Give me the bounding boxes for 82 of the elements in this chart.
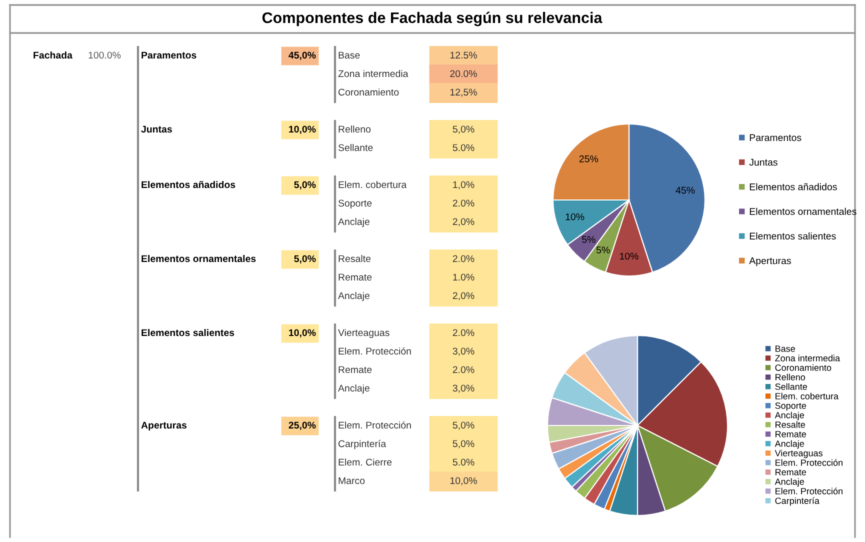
category-label: Anclaje xyxy=(338,218,370,228)
data-label: 5,0% xyxy=(294,255,316,264)
legend-label: Base xyxy=(776,346,795,352)
data-label: 10,0% xyxy=(450,477,477,486)
legend-label: Anclaje xyxy=(774,478,804,487)
data-label: 5,0% xyxy=(452,422,474,430)
category-label: Juntas xyxy=(141,126,172,133)
data-label: 5,0% xyxy=(294,181,316,190)
data-label: 2,0% xyxy=(452,292,474,300)
data-label: 5% xyxy=(582,236,596,243)
data-label: 45% xyxy=(676,186,695,194)
category-label: Zona intermedia xyxy=(338,70,408,78)
text: Componentes de Fachada según su relevancia xyxy=(262,12,602,26)
category-label: Coronamiento xyxy=(338,88,399,96)
legend-label: Elementos añadidos xyxy=(750,183,837,190)
category-label: Paramentos xyxy=(142,52,196,59)
category-label: Aperturas xyxy=(141,422,187,431)
legend-label: Anclaje xyxy=(774,440,804,449)
data-label: 5% xyxy=(596,246,610,254)
data-label: 5.0% xyxy=(452,458,474,466)
data-label: 2.0% xyxy=(452,200,474,207)
legend-label: Remate xyxy=(776,431,806,438)
data-label: 1.0% xyxy=(453,274,474,281)
legend-label: Coronamiento xyxy=(775,364,832,371)
category-label: Elem. cobertura xyxy=(338,180,407,188)
text: 100.0% xyxy=(88,52,121,59)
category-label: Anclaje xyxy=(338,292,370,302)
category-label: Relleno xyxy=(338,125,371,133)
data-label: 5.0% xyxy=(452,144,474,152)
legend-label: Aperturas xyxy=(749,257,791,266)
category-label: Vierteaguas xyxy=(338,328,390,338)
category-label: Remate xyxy=(338,274,372,281)
data-label: 2.0% xyxy=(452,366,474,374)
data-label: 3,0% xyxy=(452,384,474,393)
legend-label: Elem. Protección xyxy=(776,459,842,466)
data-label: 10% xyxy=(620,252,638,260)
legend-label: Elem. Protección xyxy=(776,488,842,494)
data-label: 10,0% xyxy=(289,329,316,338)
category-label: Resalte xyxy=(338,254,371,262)
category-label: Anclaje xyxy=(338,384,370,394)
data-label: 25% xyxy=(579,155,598,162)
data-label: 45,0% xyxy=(288,52,316,60)
legend-label: Elementos salientes xyxy=(750,232,836,240)
legend-label: Elementos ornamentales xyxy=(750,208,856,215)
data-label: 10% xyxy=(566,213,584,220)
data-label: 5,0% xyxy=(452,440,474,448)
category-label: Elem. Protección xyxy=(338,421,411,429)
legend-label: Juntas xyxy=(749,158,778,166)
category-label: Elem. Protección xyxy=(338,347,411,355)
category-label: Sellante xyxy=(338,144,373,152)
category-label: Elem. Cierre xyxy=(338,458,392,466)
data-label: 1,0% xyxy=(453,181,474,190)
data-label: 5,0% xyxy=(452,126,474,134)
legend-label: Resalte xyxy=(776,421,806,428)
legend-label: Sellante xyxy=(775,383,808,390)
legend-label: Paramentos xyxy=(750,134,802,142)
data-label: 2,0% xyxy=(452,218,474,226)
category-label: Base xyxy=(338,52,360,59)
category-label: Elementos ornamentales xyxy=(142,254,256,262)
legend-label: Elem. cobertura xyxy=(776,392,839,400)
category-label: Soporte xyxy=(338,200,372,209)
category-label: Carpintería xyxy=(338,440,386,450)
data-label: 12,5% xyxy=(450,88,477,97)
category-label: Elementos añadidos xyxy=(142,180,236,188)
legend-label: Soporte xyxy=(775,402,806,411)
legend-label: Remate xyxy=(776,469,806,476)
legend-label: Zona intermedia xyxy=(775,354,840,362)
category-label: Marco xyxy=(338,477,365,484)
data-label: 2.0% xyxy=(452,329,474,336)
legend-label: Relleno xyxy=(776,374,806,380)
data-label: 10,0% xyxy=(289,126,316,134)
data-label: 20.0% xyxy=(450,70,477,78)
data-label: 25,0% xyxy=(288,422,316,430)
category-label: Remate xyxy=(338,366,372,374)
legend-label: Vierteaguas xyxy=(774,450,822,458)
legend-label: Anclaje xyxy=(774,412,804,420)
data-label: 12.5% xyxy=(450,52,477,59)
text: Fachada xyxy=(34,51,73,59)
data-label: 2.0% xyxy=(452,255,474,262)
category-label: Elementos salientes xyxy=(142,328,234,336)
legend-label: Carpintería xyxy=(775,497,820,506)
data-label: 3,0% xyxy=(452,348,474,356)
